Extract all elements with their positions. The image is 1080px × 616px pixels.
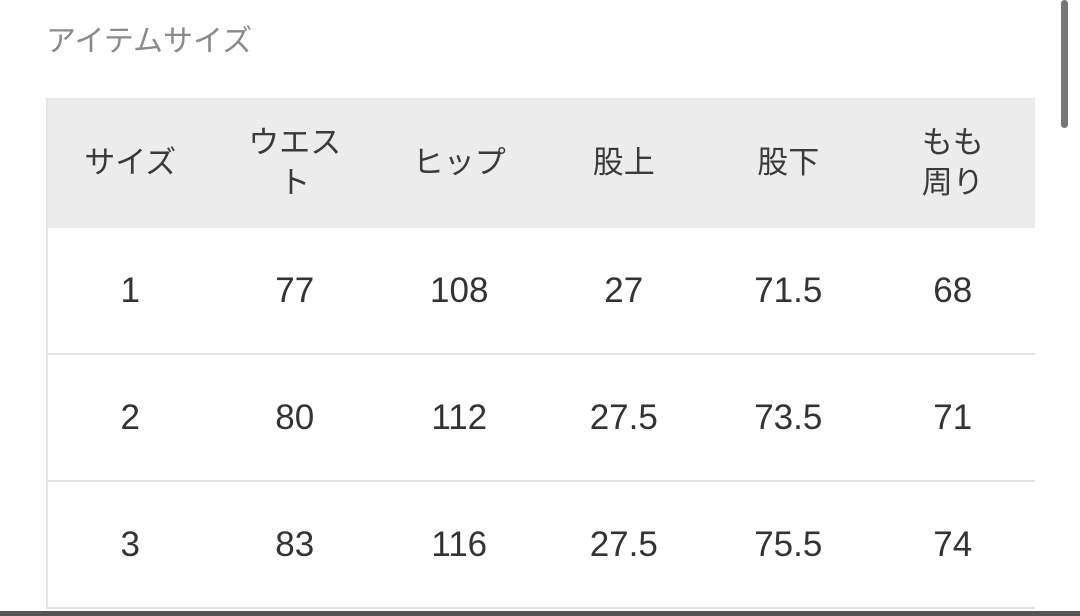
header-inseam: 股下 — [706, 98, 871, 228]
header-label: 股下 — [757, 145, 820, 181]
table-row: 2 80 112 27.5 73.5 71 — [48, 355, 1035, 482]
table-cell: 116 — [431, 524, 488, 564]
table-cell: 27.5 — [589, 397, 658, 437]
header-waist: ウエスト — [213, 98, 378, 228]
table-cell: 3 — [120, 524, 140, 564]
header-size: サイズ — [48, 98, 213, 228]
table-cell: 2 — [120, 397, 140, 437]
section-title: アイテムサイズ — [46, 24, 253, 59]
table-cell: 1 — [120, 270, 140, 310]
header-hip: ヒップ — [377, 98, 542, 228]
table-cell: 74 — [933, 524, 973, 564]
table-cell: 73.5 — [754, 397, 823, 437]
table-cell: 68 — [933, 270, 973, 310]
header-label: 股上 — [592, 145, 655, 181]
table-cell: 80 — [275, 397, 315, 437]
table-cell: 75.5 — [754, 524, 823, 564]
table-cell: 112 — [431, 397, 488, 437]
header-thigh: もも周り — [871, 98, 1036, 228]
table-row: 1 77 108 27 71.5 68 — [48, 228, 1035, 355]
header-label: もも周り — [921, 125, 984, 201]
table-cell: 71.5 — [754, 270, 823, 310]
header-label: サイズ — [84, 145, 177, 181]
table-cell: 27 — [604, 270, 644, 310]
table-cell: 83 — [275, 524, 315, 564]
scrollbar[interactable] — [1061, 0, 1068, 128]
header-label: ウエスト — [248, 125, 342, 201]
table-header-row: サイズ ウエスト ヒップ 股上 股下 もも周り — [48, 98, 1035, 228]
table-row: 3 83 116 27.5 75.5 74 — [48, 482, 1035, 609]
table-cell: 108 — [430, 270, 489, 310]
header-label: ヒップ — [412, 145, 506, 181]
table-cell: 77 — [275, 270, 315, 310]
table-cell: 27.5 — [589, 524, 658, 564]
size-table: サイズ ウエスト ヒップ 股上 股下 もも周り 1 77 108 27 71.5 68 2 8… — [46, 98, 1035, 609]
header-rise: 股上 — [542, 98, 707, 228]
bottom-edge — [0, 611, 1080, 616]
table-cell: 71 — [933, 397, 973, 437]
